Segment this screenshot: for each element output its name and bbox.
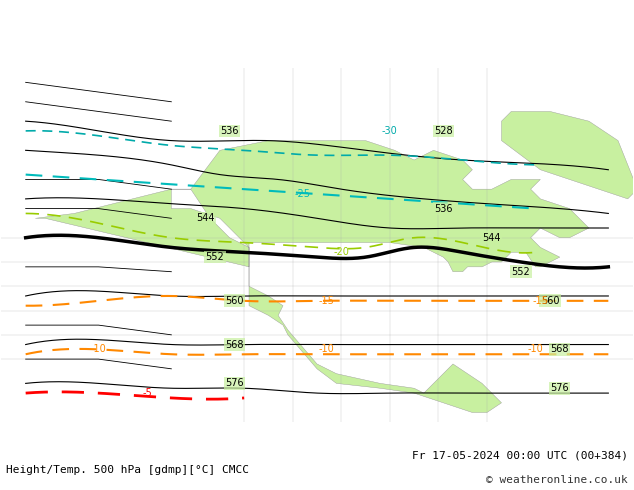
Text: 576: 576 [550,383,569,393]
Text: 552: 552 [205,252,224,262]
Text: 544: 544 [482,233,501,243]
Text: 528: 528 [434,126,453,136]
Text: 552: 552 [512,267,530,277]
Text: Fr 17-05-2024 00:00 UTC (00+384): Fr 17-05-2024 00:00 UTC (00+384) [411,451,628,461]
Text: -15: -15 [533,296,548,306]
Text: -15: -15 [319,296,335,306]
Polygon shape [501,111,634,199]
Text: -10: -10 [91,344,107,354]
Text: -20: -20 [333,247,349,257]
Text: -25: -25 [294,189,311,199]
Polygon shape [36,141,589,413]
Text: -30: -30 [382,126,398,136]
Text: 560: 560 [541,296,559,306]
Text: 560: 560 [225,296,243,306]
Text: 568: 568 [225,340,243,349]
Text: 536: 536 [434,203,453,214]
Text: 576: 576 [225,378,243,389]
Text: 568: 568 [550,344,569,354]
Text: -10: -10 [319,344,335,354]
Text: -10: -10 [527,344,543,354]
Text: -5: -5 [142,388,152,398]
Text: 544: 544 [196,213,214,223]
Text: Height/Temp. 500 hPa [gdmp][°C] CMCC: Height/Temp. 500 hPa [gdmp][°C] CMCC [6,466,249,475]
Text: 536: 536 [221,126,239,136]
Text: © weatheronline.co.uk: © weatheronline.co.uk [486,475,628,485]
